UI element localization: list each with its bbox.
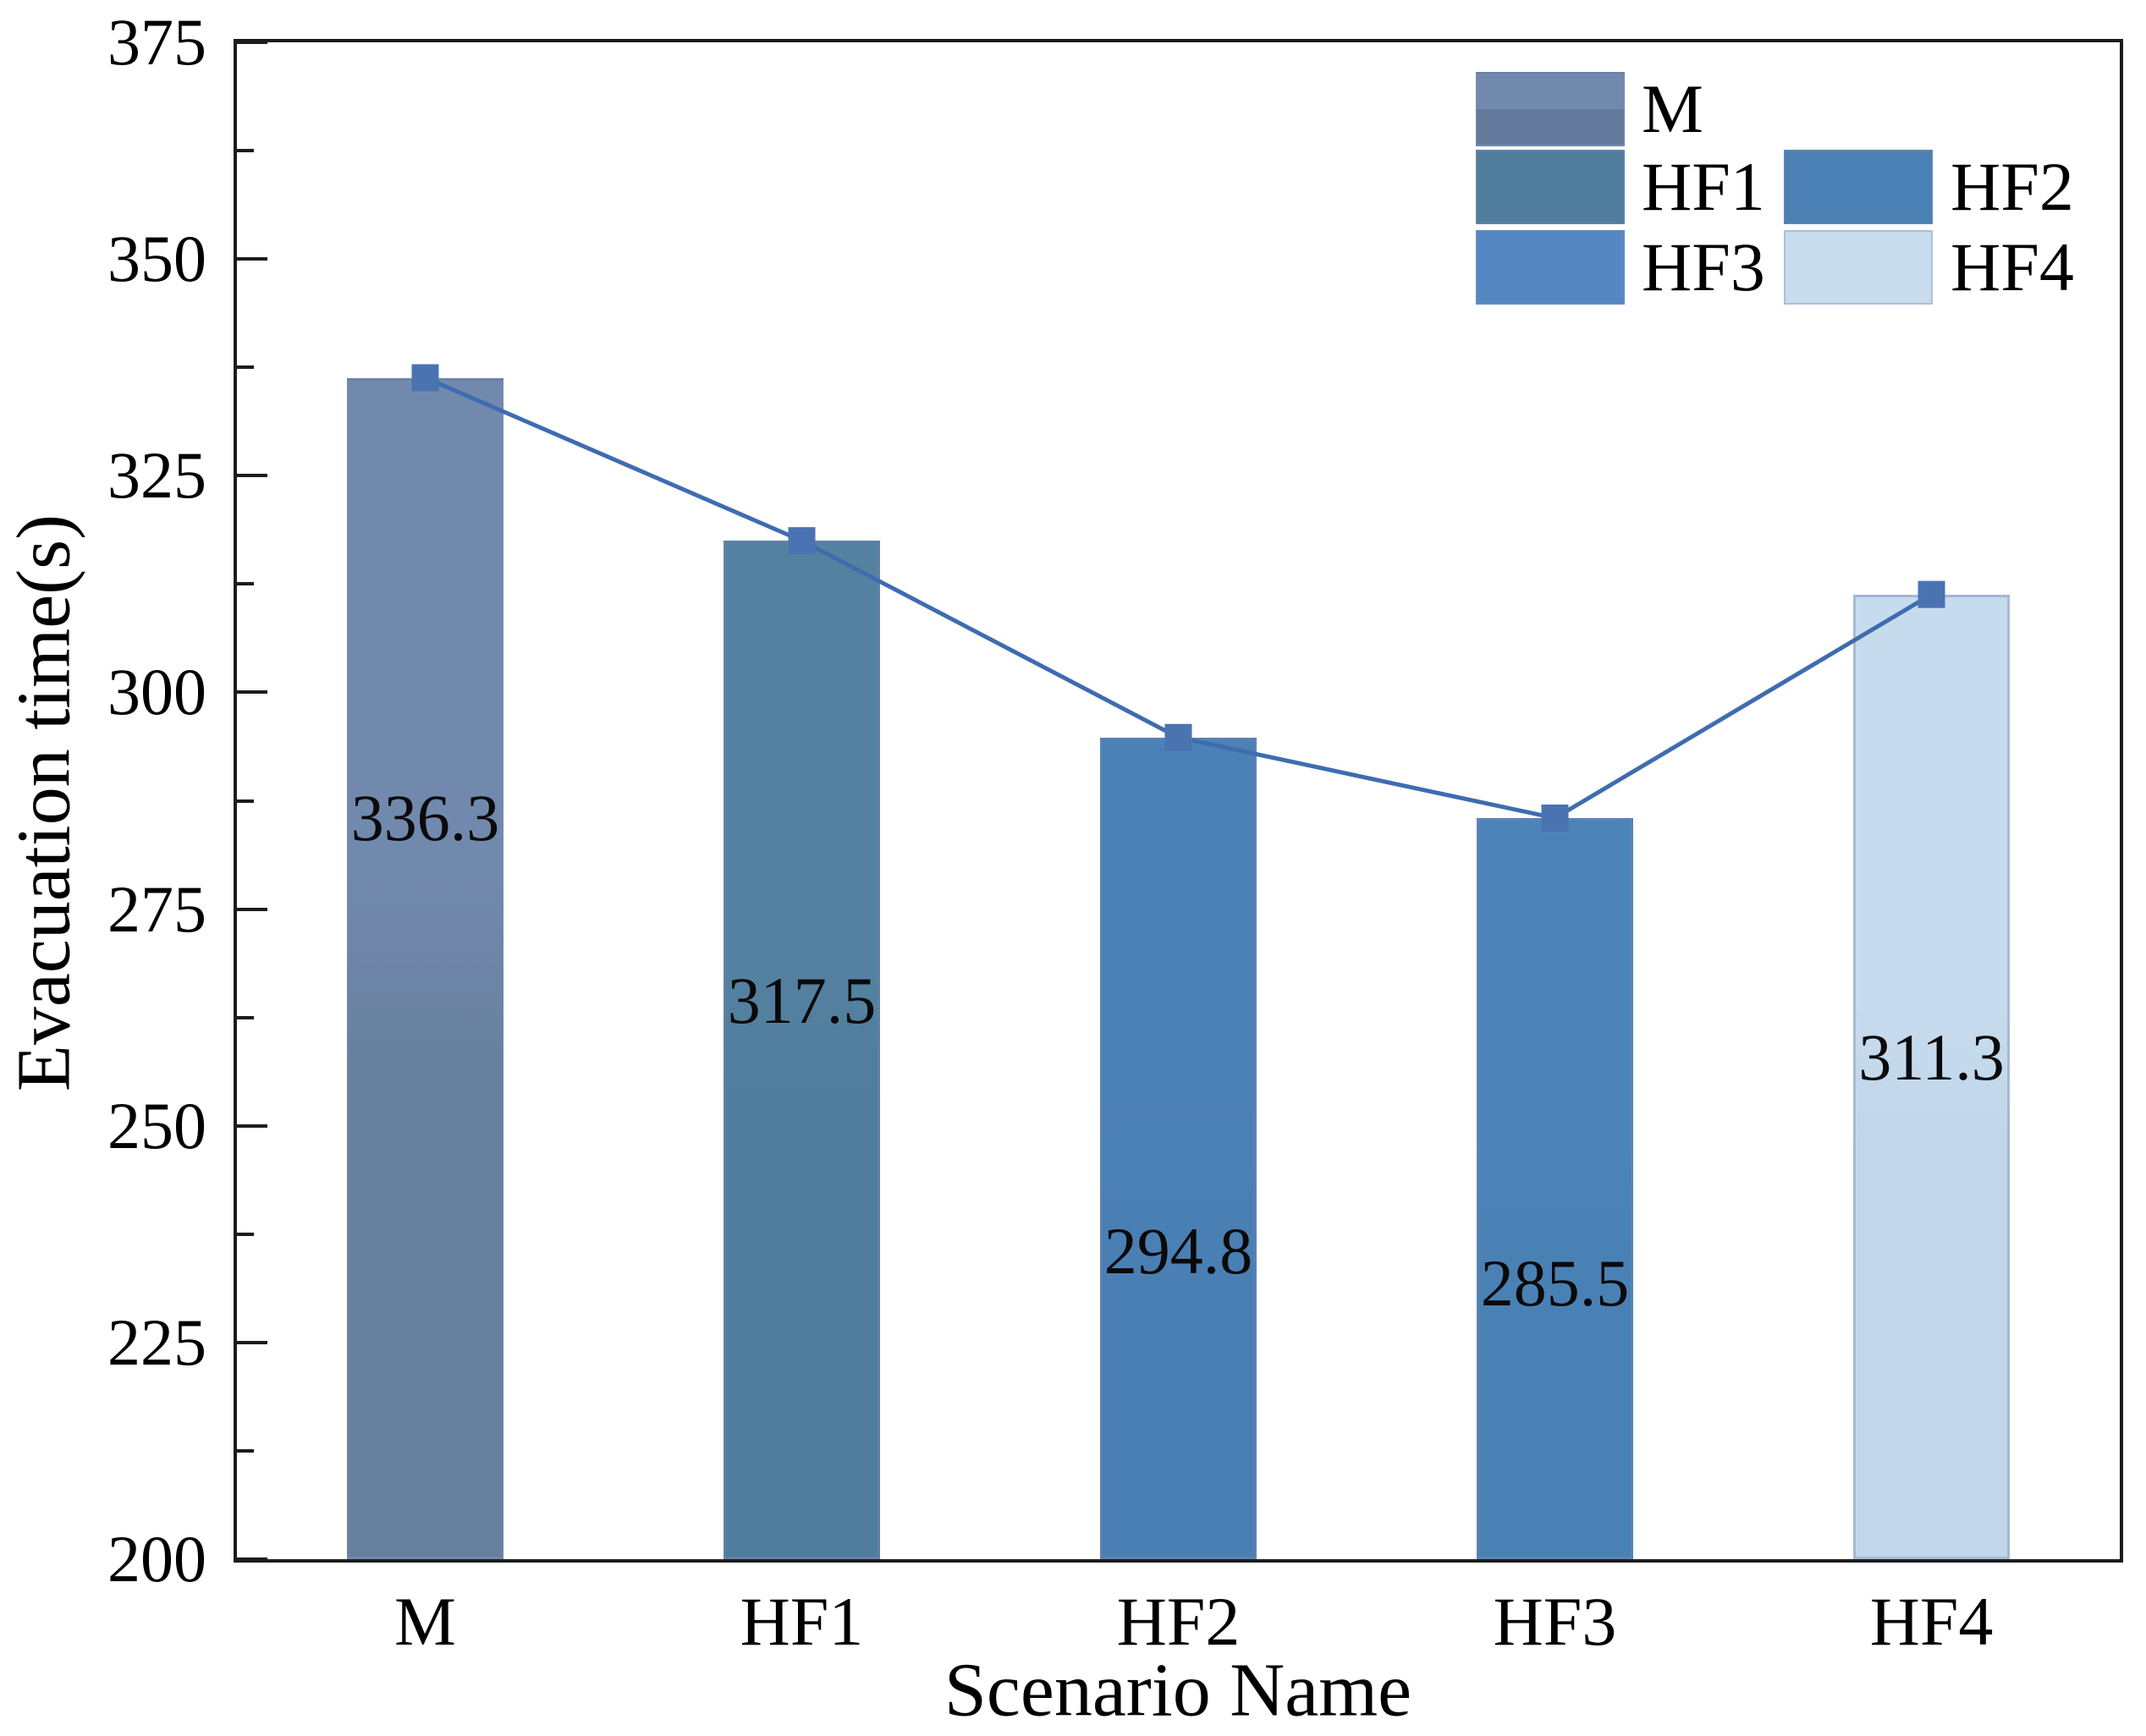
y-axis-minor-tick bbox=[237, 1015, 254, 1019]
y-axis-tick-label: 300 bbox=[107, 655, 206, 729]
y-axis-major-tick bbox=[237, 690, 267, 695]
legend-label-hf1: HF1 bbox=[1642, 148, 1765, 225]
line-marker-m bbox=[411, 364, 439, 392]
x-axis-tick-label: HF2 bbox=[1116, 1583, 1241, 1660]
y-axis-tick-label: 275 bbox=[107, 871, 206, 946]
x-axis-tick-label: HF1 bbox=[740, 1583, 864, 1660]
y-axis-minor-tick bbox=[237, 582, 254, 586]
bar-value-label: 311.3 bbox=[1858, 1019, 2005, 1094]
y-axis-tick-label: 350 bbox=[107, 222, 206, 296]
plot-area bbox=[237, 41, 2120, 1561]
bar-value-label: 317.5 bbox=[727, 964, 877, 1038]
line-marker-hf4 bbox=[1918, 580, 1945, 608]
x-axis-tick-label: HF4 bbox=[1869, 1583, 1994, 1660]
bar-hf1 bbox=[724, 541, 880, 1559]
y-axis-minor-tick bbox=[237, 149, 254, 153]
y-axis-major-tick bbox=[237, 1123, 267, 1128]
line-marker-hf1 bbox=[788, 527, 816, 555]
y-axis-tick-label: 200 bbox=[107, 1522, 206, 1596]
legend-label-hf2: HF2 bbox=[1951, 148, 2074, 225]
bar-hf2 bbox=[1100, 737, 1257, 1559]
line-marker-hf3 bbox=[1541, 804, 1569, 832]
legend-swatch-hf4 bbox=[1784, 230, 1933, 305]
trend-line bbox=[424, 376, 1933, 821]
x-axis-title: Scenario Name bbox=[944, 1648, 1412, 1733]
bar-m bbox=[347, 377, 503, 1559]
legend-label-hf4: HF4 bbox=[1951, 228, 2074, 305]
trend-line-layer bbox=[411, 364, 1945, 832]
bar-value-label: 336.3 bbox=[350, 780, 500, 854]
y-axis-tick-label: 325 bbox=[107, 438, 206, 513]
x-axis-tick-label: M bbox=[394, 1583, 456, 1660]
y-axis-major-tick bbox=[237, 1557, 267, 1561]
bar-hf4 bbox=[1853, 594, 2010, 1559]
y-axis-major-tick bbox=[237, 474, 267, 478]
y-axis-major-tick bbox=[237, 1340, 267, 1344]
y-axis-major-tick bbox=[237, 257, 267, 261]
bar-value-label: 294.8 bbox=[1103, 1214, 1253, 1288]
y-axis-tick-label: 375 bbox=[107, 5, 206, 79]
legend-label-hf3: HF3 bbox=[1642, 228, 1765, 305]
y-axis-title: Evacuation time(s) bbox=[2, 514, 86, 1092]
y-axis-tick-label: 225 bbox=[107, 1305, 206, 1379]
x-axis-tick-label: HF3 bbox=[1493, 1583, 1617, 1660]
legend-swatch-hf1 bbox=[1476, 150, 1625, 224]
y-axis-minor-tick bbox=[237, 799, 254, 803]
y-axis-major-tick bbox=[237, 41, 267, 44]
y-axis-major-tick bbox=[237, 907, 267, 911]
legend-swatch-m bbox=[1476, 72, 1625, 146]
y-axis-tick-label: 250 bbox=[107, 1088, 206, 1162]
legend-swatch-hf2 bbox=[1784, 150, 1933, 224]
legend-label-m: M bbox=[1642, 70, 1703, 147]
legend-swatch-hf3 bbox=[1476, 230, 1625, 305]
y-axis-minor-tick bbox=[237, 365, 254, 370]
bar-value-label: 285.5 bbox=[1480, 1246, 1630, 1321]
plot-area-frame bbox=[234, 39, 2123, 1563]
bar-hf3 bbox=[1477, 818, 1633, 1559]
y-axis-minor-tick bbox=[237, 1232, 254, 1236]
line-marker-hf2 bbox=[1164, 723, 1192, 751]
y-axis-minor-tick bbox=[237, 1448, 254, 1453]
